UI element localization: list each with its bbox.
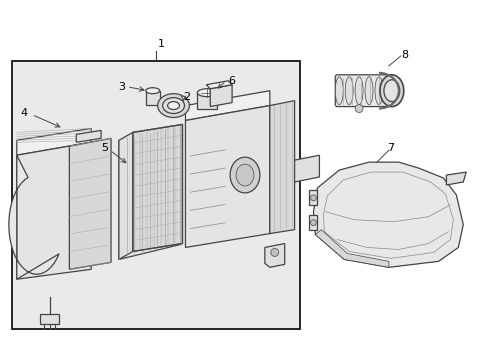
Polygon shape [9,155,59,279]
Polygon shape [185,91,269,121]
Ellipse shape [379,75,403,107]
FancyBboxPatch shape [335,75,393,107]
Ellipse shape [145,88,160,94]
Ellipse shape [345,77,352,105]
Polygon shape [210,85,232,107]
Text: 1: 1 [157,39,164,49]
Text: 5: 5 [101,143,108,153]
Polygon shape [313,162,462,267]
Polygon shape [119,132,133,260]
Circle shape [270,248,278,256]
Polygon shape [309,215,317,230]
Polygon shape [185,105,269,247]
Polygon shape [206,81,232,89]
Ellipse shape [157,94,189,117]
Ellipse shape [236,164,253,186]
Text: 8: 8 [400,50,407,60]
Text: 6: 6 [228,76,235,86]
Polygon shape [119,125,180,260]
Bar [145,91,160,105]
Circle shape [354,105,362,113]
Circle shape [310,195,316,201]
Polygon shape [446,172,466,185]
Ellipse shape [383,80,399,102]
Ellipse shape [354,77,362,105]
Polygon shape [294,155,319,182]
Ellipse shape [163,98,184,113]
Polygon shape [17,142,91,279]
Ellipse shape [230,157,259,193]
Polygon shape [133,125,182,251]
Ellipse shape [335,77,343,105]
Polygon shape [40,314,60,324]
Ellipse shape [374,77,382,105]
Text: 2: 2 [183,92,190,102]
Bar [197,93,217,109]
Polygon shape [315,230,388,267]
Polygon shape [309,190,317,205]
Ellipse shape [197,89,217,96]
Ellipse shape [167,102,179,109]
Polygon shape [264,243,284,267]
Ellipse shape [365,77,372,105]
Text: 3: 3 [118,82,124,92]
Polygon shape [69,138,111,269]
Polygon shape [76,130,101,142]
Text: 7: 7 [386,143,393,153]
Polygon shape [17,129,91,155]
Circle shape [310,220,316,226]
Text: 4: 4 [20,108,27,117]
Bar [12,61,299,329]
Polygon shape [269,100,294,234]
